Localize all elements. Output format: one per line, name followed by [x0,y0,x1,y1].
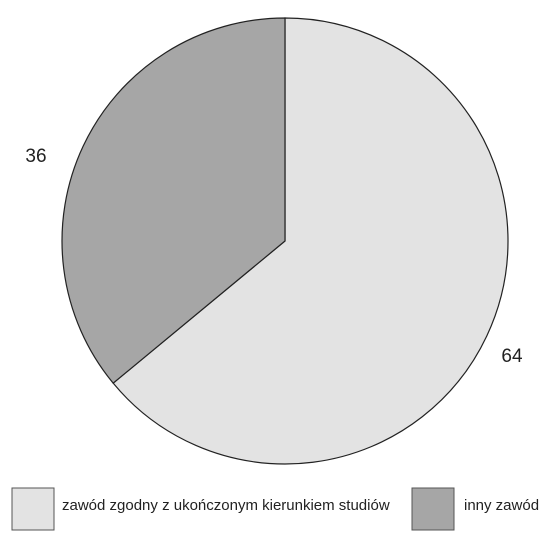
legend: zawód zgodny z ukończonym kierunkiem stu… [11,487,539,531]
pie-data-labels: 64 36 [25,146,523,367]
pie-slice-inny-zawod [61,17,286,384]
legend-label-zawod-zgodny: zawód zgodny z ukończonym kierunkiem stu… [62,497,390,514]
legend-swatch-inny-zawod [411,487,455,531]
pie-slices [61,17,509,465]
legend-swatch-zawod-zgodny [11,487,55,531]
legend-label-inny-zawod: inny zawód [464,497,539,514]
data-label-zawod-zgodny: 64 [501,346,523,367]
pie-slice-zawod-zgodny [112,17,509,465]
data-label-inny-zawod: 36 [25,146,46,167]
